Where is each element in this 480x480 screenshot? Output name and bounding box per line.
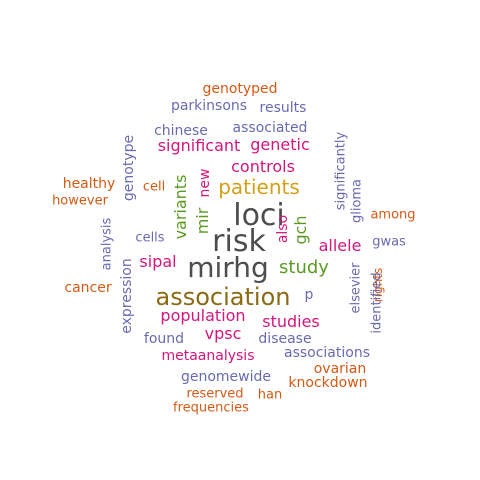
word-also: also bbox=[275, 214, 291, 244]
word-patients: patients bbox=[218, 175, 300, 199]
word-vpsc: vpsc bbox=[204, 324, 242, 343]
word-associated: associated bbox=[232, 120, 308, 136]
word-knockdown: knockdown bbox=[288, 375, 368, 391]
word-cell: cell bbox=[142, 179, 166, 195]
word-analysis: analysis bbox=[99, 217, 115, 271]
word-new: new bbox=[197, 168, 213, 198]
word-study: study bbox=[279, 257, 329, 278]
word-association: association bbox=[155, 283, 291, 311]
word-genomewide: genomewide bbox=[180, 369, 272, 385]
word-genetic: genetic bbox=[250, 135, 310, 154]
word-significant: significant bbox=[157, 136, 241, 155]
word-genotype: genotype bbox=[121, 134, 137, 202]
word-gch: gch bbox=[291, 215, 310, 245]
word-metaanalysis: metaanalysis bbox=[161, 348, 255, 364]
word-genotyped: genotyped bbox=[202, 81, 278, 97]
word-loci: loci bbox=[233, 198, 285, 233]
word-ovarian: ovarian bbox=[313, 361, 367, 377]
word-parkinsons: parkinsons bbox=[170, 98, 248, 114]
word-frequencies: frequencies bbox=[173, 400, 249, 416]
word-found: found bbox=[143, 331, 185, 347]
word-significantly: significantly bbox=[333, 131, 349, 211]
word-han: han bbox=[257, 387, 283, 403]
word-risk: risk bbox=[212, 224, 266, 259]
word-associations: associations bbox=[283, 345, 371, 361]
word-results: results bbox=[259, 100, 307, 116]
word-cells: cells bbox=[135, 230, 165, 246]
word-expression: expression bbox=[119, 258, 135, 334]
word-reserved: reserved bbox=[186, 386, 244, 402]
word-allele: allele bbox=[318, 236, 362, 255]
word-p: p bbox=[304, 287, 314, 303]
word-among: among bbox=[370, 207, 416, 223]
word-disease: disease bbox=[258, 331, 312, 347]
word-studies: studies bbox=[262, 312, 320, 331]
word-population: population bbox=[160, 306, 246, 325]
word-chinese: chinese bbox=[154, 123, 208, 139]
word-variants: variants bbox=[171, 174, 190, 240]
word-gwas: gwas bbox=[372, 234, 406, 250]
word-sipal: sipal bbox=[139, 252, 177, 271]
word-mirhg: mirhg bbox=[187, 251, 269, 284]
word-controls: controls bbox=[231, 157, 295, 176]
word-elsevier: elsevier bbox=[348, 262, 364, 314]
word-mir: mir bbox=[193, 207, 212, 235]
word-glioma: glioma bbox=[349, 178, 365, 224]
word-identified: identified bbox=[369, 272, 385, 334]
word-however: however bbox=[52, 193, 108, 209]
word-cancer: cancer bbox=[64, 280, 112, 296]
word-healthy: healthy bbox=[62, 176, 116, 192]
